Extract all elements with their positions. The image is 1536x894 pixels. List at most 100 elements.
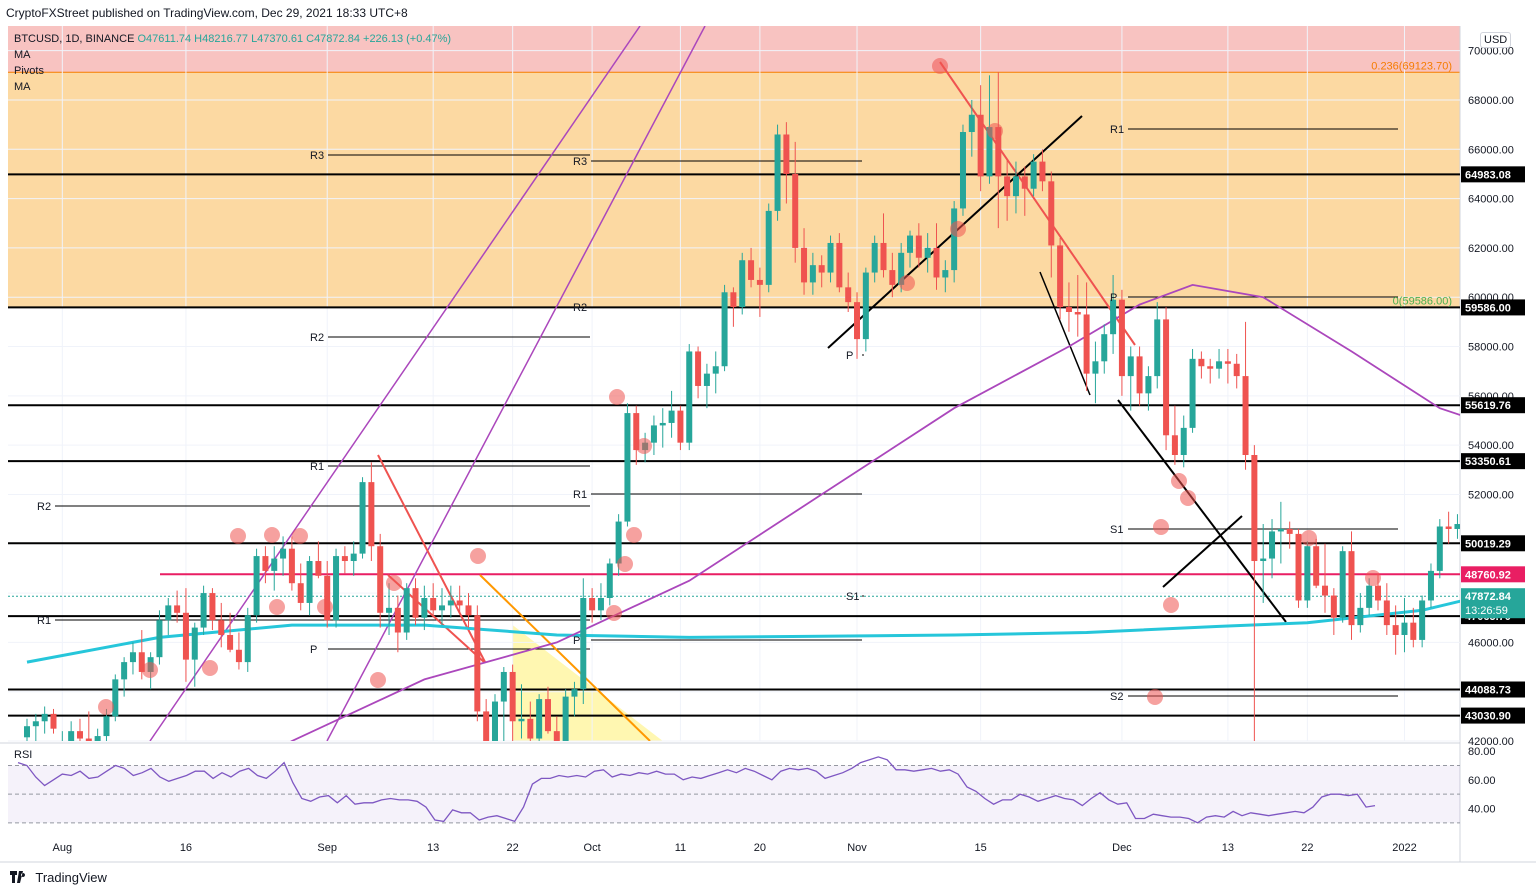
- pivot-label: P: [310, 644, 317, 656]
- candle-body: [1074, 312, 1081, 315]
- candle: [1410, 607, 1417, 648]
- candle: [174, 590, 181, 623]
- candle: [721, 284, 728, 372]
- candle: [995, 72, 1002, 229]
- last-price-tag: [1461, 588, 1525, 619]
- candle-body: [1339, 551, 1346, 618]
- candle: [1330, 588, 1337, 635]
- candle-body: [1242, 376, 1249, 455]
- candle-body: [1057, 245, 1064, 308]
- candle-body: [827, 242, 834, 273]
- candle: [827, 235, 834, 283]
- candle-body: [1445, 526, 1452, 529]
- candle: [536, 694, 543, 741]
- candle-body: [350, 553, 357, 562]
- candle-body: [924, 247, 931, 258]
- candle: [801, 228, 808, 295]
- candle-body: [1374, 585, 1381, 601]
- time-tick-label: 13: [1222, 842, 1234, 854]
- candle: [695, 346, 702, 399]
- candle: [85, 711, 92, 741]
- currency-selector[interactable]: USD: [1480, 32, 1512, 48]
- candle-body: [1277, 528, 1284, 532]
- candle: [288, 536, 295, 591]
- candle: [271, 546, 278, 591]
- time-tick-label: Dec: [1112, 842, 1132, 854]
- candle: [1454, 514, 1460, 539]
- candle: [783, 122, 790, 204]
- candle: [968, 99, 975, 157]
- candle-body: [174, 605, 181, 613]
- legend-indicator-ma-2[interactable]: MA: [14, 81, 31, 93]
- candle: [924, 233, 931, 273]
- time-tick-label: 22: [507, 842, 519, 854]
- candle: [235, 632, 242, 670]
- candle: [253, 548, 260, 623]
- candle-body: [783, 134, 790, 174]
- tradingview-logo-icon: [10, 867, 28, 891]
- candle-body: [659, 422, 666, 426]
- highlight-circle: [1163, 597, 1179, 613]
- candle-body: [1286, 528, 1293, 534]
- highlight-circle: [1180, 490, 1196, 506]
- rsi-line: [17, 756, 1376, 824]
- candle-body: [1145, 376, 1152, 394]
- candle: [76, 718, 83, 741]
- moving-average-line-1: [26, 599, 1460, 664]
- price-level-tag-text: 59586.00: [1465, 302, 1511, 314]
- candle-body: [500, 671, 507, 702]
- candle-body: [280, 548, 287, 559]
- candle: [1171, 405, 1178, 465]
- candle-body: [1383, 600, 1390, 626]
- highlight-circle: [98, 699, 114, 715]
- candle: [553, 716, 560, 741]
- candle-body: [403, 588, 410, 633]
- candle-body: [1401, 622, 1408, 635]
- fib-zone: [8, 72, 1460, 308]
- candle-body: [1118, 299, 1125, 377]
- candle: [650, 415, 657, 455]
- candle: [712, 351, 719, 394]
- candle: [24, 718, 30, 741]
- candle: [1277, 501, 1284, 564]
- candle-body: [1322, 585, 1329, 596]
- price-level-tag: [1461, 299, 1525, 316]
- candle-body: [377, 546, 384, 613]
- candle: [430, 583, 437, 616]
- candle-body: [801, 247, 808, 283]
- candle-body: [580, 598, 587, 690]
- candle-body: [1366, 585, 1373, 608]
- candle-body: [792, 173, 799, 248]
- candle-body: [447, 600, 454, 606]
- candle: [1048, 171, 1055, 278]
- candle-body: [942, 270, 949, 278]
- candle: [1242, 321, 1249, 470]
- price-level-tag-text: 55619.76: [1465, 400, 1511, 412]
- legend-indicator-ma-1[interactable]: MA: [14, 49, 31, 61]
- price-level-tag-text: 44088.73: [1465, 685, 1511, 697]
- pivot-label: S2: [1110, 691, 1123, 703]
- candle: [562, 689, 569, 741]
- candle: [1339, 546, 1346, 623]
- candle-body: [509, 671, 516, 722]
- candle: [915, 223, 922, 268]
- pivot-label: P: [573, 635, 580, 647]
- candle: [1039, 149, 1046, 192]
- candle-body: [668, 410, 675, 423]
- price-level-tag: [1461, 397, 1525, 414]
- candle-body: [1207, 366, 1214, 369]
- candle-body: [59, 742, 65, 751]
- trend-line: [1039, 271, 1091, 396]
- price-level-tag-text: 53350.61: [1465, 456, 1511, 468]
- tradingview-brand: TradingView: [35, 870, 107, 885]
- candle-body: [1330, 595, 1337, 618]
- candle: [218, 602, 225, 648]
- highlight-circle: [269, 599, 285, 615]
- candle: [933, 223, 940, 290]
- highlight-circle: [142, 662, 158, 678]
- candle: [112, 674, 119, 722]
- candle: [659, 408, 666, 448]
- legend-indicator-pivots[interactable]: Pivots: [14, 65, 44, 77]
- candle: [1083, 282, 1090, 391]
